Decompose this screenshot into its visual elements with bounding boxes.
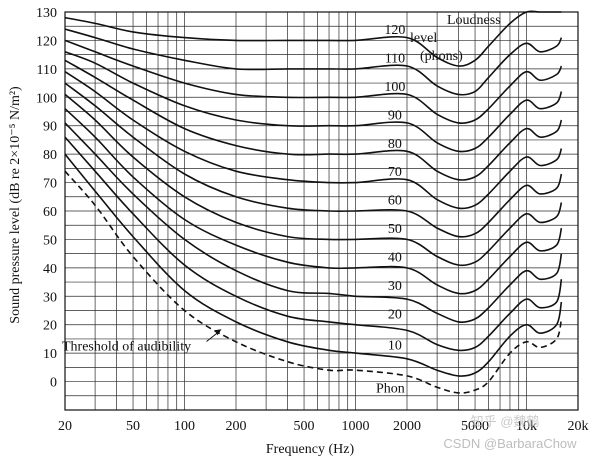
watermark: CSDN @BarbaraChow — [443, 436, 577, 451]
x-tick-label: 2000 — [393, 419, 421, 434]
y-tick-label: 90 — [43, 120, 57, 135]
legend-title-line: level — [410, 31, 437, 46]
threshold-curve — [64, 170, 563, 394]
threshold-arrow-head — [214, 329, 222, 336]
y-tick-label: 20 — [43, 319, 57, 334]
curve-labels: 120 110 100 90 80 70 60 50 40 30 20 10 Phon — [376, 23, 405, 396]
curve-label: 60 — [388, 194, 402, 209]
curve-label: 100 — [384, 80, 405, 95]
y-tick-label: 80 — [43, 148, 57, 163]
curve-label: Phon — [376, 381, 405, 396]
x-tick-label: 200 — [226, 419, 247, 434]
curve-90-phon — [64, 51, 563, 153]
curve-label: 90 — [388, 108, 402, 123]
curve-label: 50 — [388, 222, 402, 237]
curve-label: 120 — [384, 23, 405, 38]
curve-label: 30 — [388, 279, 402, 294]
curve-50-phon — [64, 93, 563, 267]
y-tick-label: 10 — [43, 347, 57, 362]
curve-label: 70 — [388, 165, 402, 180]
legend-title-line: (phons) — [420, 49, 463, 64]
curve-label: 40 — [388, 250, 402, 265]
curve-100-phon — [64, 39, 563, 124]
curve-10-phon — [64, 153, 563, 377]
y-tick-label: 50 — [43, 233, 57, 248]
y-tick-label: 60 — [43, 205, 57, 220]
x-tick-label: 50 — [126, 419, 140, 434]
y-tick-label: 70 — [43, 177, 57, 192]
y-tick-label: 30 — [43, 290, 57, 305]
x-axis-label: Frequency (Hz) — [266, 442, 355, 457]
y-tick-label: 130 — [36, 6, 57, 21]
legend-title-line: Loudness — [447, 13, 501, 28]
curve-110-phon — [64, 28, 563, 96]
curve-label: 20 — [388, 307, 402, 322]
y-tick-label: 40 — [43, 262, 57, 277]
plot-frame — [64, 11, 579, 411]
x-tick-label: 5000 — [461, 419, 489, 434]
curve-70-phon — [64, 71, 563, 210]
curve-80-phon — [64, 59, 563, 181]
curve-label: 10 — [388, 339, 402, 354]
watermark-faint: 知乎 @魏鹤 — [471, 414, 540, 429]
legend-title: Loudness level (phons) — [410, 13, 501, 64]
x-tick-label: 100 — [174, 419, 195, 434]
y-axis-label: Sound pressure level (dB re 2×10⁻⁵ N/m²) — [8, 86, 23, 324]
curve-label: 110 — [385, 51, 405, 66]
x-tick-label: 20k — [568, 419, 589, 434]
y-tick-label: 110 — [37, 63, 57, 78]
curve-label: 80 — [388, 137, 402, 152]
grid-lines — [64, 11, 579, 411]
threshold-annotation: Threshold of audibility — [62, 329, 222, 354]
x-tick-label: 10k — [516, 419, 537, 434]
curve-40-phon — [64, 108, 563, 295]
y-tick-label: 120 — [36, 34, 57, 49]
curve-30-phon — [64, 122, 563, 323]
x-tick-label: 20 — [58, 419, 72, 434]
threshold-label: Threshold of audibility — [62, 339, 191, 354]
y-tick-label: 0 — [50, 376, 57, 391]
x-tick-label: 500 — [294, 419, 315, 434]
equal-loudness-curves — [64, 10, 563, 394]
curve-20-phon — [64, 136, 563, 352]
y-tick-label: 100 — [36, 91, 57, 106]
curve-60-phon — [64, 82, 563, 238]
x-tick-label: 1000 — [342, 419, 370, 434]
axes: 0 10 20 30 40 50 60 70 80 90 100 110 120 130 20 50 100 20… — [36, 6, 589, 434]
